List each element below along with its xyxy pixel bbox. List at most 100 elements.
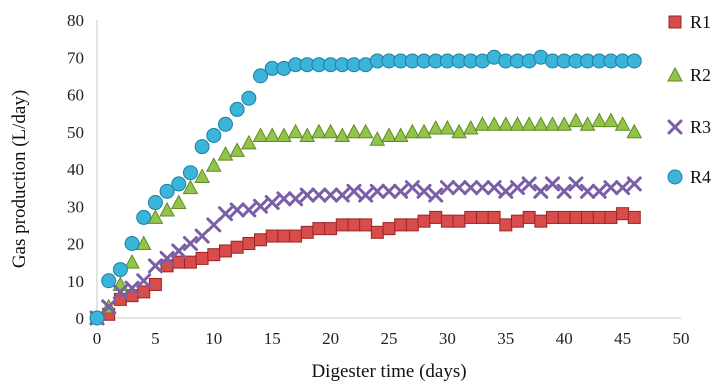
data-point-r3 (358, 187, 374, 203)
data-point-r3 (323, 187, 339, 203)
data-point-r1 (183, 255, 197, 269)
data-point-r3 (615, 180, 631, 196)
data-point-r1 (499, 218, 513, 232)
data-point-r1 (335, 218, 349, 232)
legend-marker-r3 (667, 119, 683, 135)
y-tick-label: 70 (67, 48, 84, 67)
data-point-r4 (182, 165, 198, 181)
data-point-r2 (521, 116, 537, 131)
data-point-r1 (510, 214, 524, 228)
data-point-r3 (264, 195, 280, 211)
data-point-r1 (300, 225, 314, 239)
x-tick-label: 40 (556, 329, 573, 348)
data-point-r3 (521, 176, 537, 192)
data-point-r1 (487, 210, 501, 224)
x-tick-label: 25 (381, 329, 398, 348)
data-point-r2 (252, 127, 269, 142)
data-point-r4 (194, 139, 210, 155)
data-point-r4 (253, 68, 269, 84)
x-tick-label: 15 (264, 329, 281, 348)
data-point-r2 (544, 116, 561, 131)
data-point-r2 (194, 168, 210, 183)
data-point-r3 (626, 176, 642, 192)
legend-label: R1 (690, 12, 711, 32)
legend-item-r4: R4 (667, 167, 711, 187)
data-point-r1 (627, 210, 641, 224)
data-point-r3 (580, 183, 596, 199)
data-point-r1 (592, 210, 606, 224)
x-axis-title: Digester time (days) (311, 361, 466, 382)
data-point-r3 (136, 273, 152, 289)
data-point-r4 (206, 127, 222, 143)
data-point-r1 (289, 229, 303, 243)
legend-item-r2: R2 (667, 65, 711, 85)
data-point-r3 (509, 180, 525, 196)
data-point-r3 (474, 180, 490, 196)
x-tick-label: 20 (322, 329, 339, 348)
data-point-r1 (242, 237, 256, 250)
data-point-r2 (311, 123, 327, 139)
data-point-r4 (101, 273, 117, 289)
data-point-r3 (229, 202, 245, 218)
legend-marker-r1 (668, 15, 682, 29)
data-point-r3 (428, 187, 444, 203)
data-point-r2 (381, 127, 397, 142)
data-point-r4 (136, 209, 152, 225)
data-point-r4 (626, 53, 642, 69)
legend-label: R4 (690, 167, 711, 187)
data-point-r3 (311, 187, 327, 203)
data-point-r1 (616, 207, 630, 221)
data-point-r2 (392, 127, 409, 142)
data-point-r3 (416, 183, 432, 199)
data-point-r3 (486, 180, 502, 196)
data-point-r3 (591, 183, 607, 199)
x-tick-label: 50 (673, 329, 690, 348)
data-point-r1 (522, 210, 536, 224)
data-point-r4 (241, 90, 257, 106)
data-point-r1 (557, 210, 571, 224)
data-point-r3 (451, 180, 467, 196)
data-point-r3 (112, 284, 128, 300)
data-point-r3 (369, 183, 385, 199)
legend-label: R3 (690, 117, 711, 137)
data-point-r3 (288, 191, 304, 207)
data-point-r1 (604, 210, 618, 224)
data-point-r3 (159, 250, 175, 266)
data-point-r3 (299, 187, 315, 203)
data-point-r2 (474, 116, 491, 131)
data-point-r3 (568, 176, 584, 192)
data-point-r2 (241, 134, 257, 150)
data-point-r2 (217, 146, 234, 161)
data-point-r2 (614, 116, 631, 131)
data-point-r2 (159, 201, 175, 217)
y-axis-title: Gas production (L/day) (9, 90, 30, 268)
data-point-r2 (626, 123, 643, 139)
data-point-r1 (254, 233, 268, 247)
data-point-r2 (170, 194, 187, 210)
data-point-r1 (195, 251, 209, 265)
data-point-r1 (569, 210, 583, 224)
data-point-r1 (347, 218, 361, 232)
y-tick-label: 10 (67, 272, 84, 291)
series-r1 (90, 207, 641, 325)
data-point-r3 (439, 180, 455, 196)
data-point-r4 (171, 176, 187, 192)
data-point-r3 (182, 236, 198, 251)
x-tick-label: 10 (205, 329, 222, 348)
data-point-r1 (277, 229, 291, 243)
data-point-r4 (124, 236, 140, 251)
data-point-r2 (556, 116, 573, 131)
data-point-r2 (451, 123, 467, 139)
data-point-r2 (322, 123, 339, 139)
data-point-r1 (405, 218, 419, 232)
data-point-r1 (417, 214, 431, 228)
data-point-r1 (207, 248, 221, 262)
data-point-r3 (147, 258, 163, 274)
data-point-r2 (404, 123, 421, 139)
data-point-r3 (603, 180, 619, 196)
y-tick-label: 60 (67, 86, 84, 105)
data-point-r3 (241, 202, 257, 218)
data-point-r3 (253, 198, 269, 214)
data-point-r1 (475, 210, 489, 224)
